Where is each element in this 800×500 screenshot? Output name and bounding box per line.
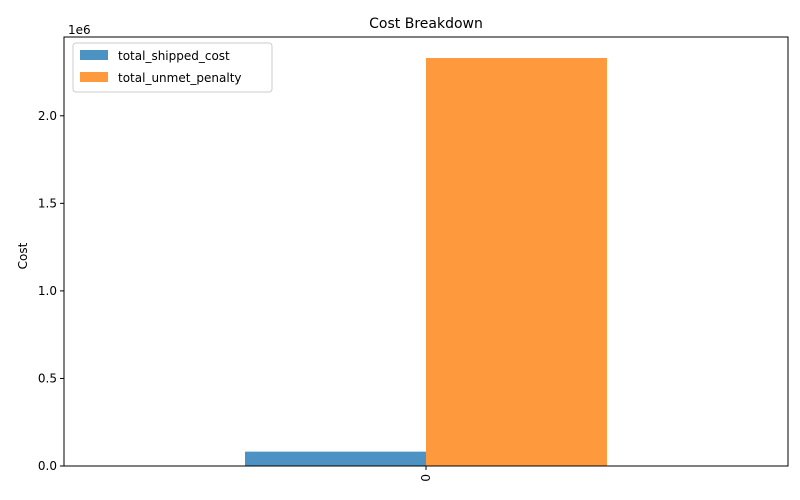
bar-total-shipped-cost [245, 451, 426, 466]
legend: total_shipped_cost total_unmet_penalty [72, 42, 273, 93]
legend-label: total_shipped_cost [118, 49, 230, 63]
bars [245, 58, 607, 467]
axes-border [63, 36, 789, 467]
x-tick-label: 0 [419, 474, 433, 482]
legend-swatch-total-shipped-cost [80, 50, 108, 60]
bar-total-unmet-penalty [426, 58, 607, 467]
y-tick-label: 2.0 [38, 109, 57, 123]
y-tick-label: 0.0 [38, 459, 57, 473]
x-axis: 0 [419, 466, 433, 482]
chart-title: Cost Breakdown [369, 16, 483, 32]
y-axis: 0.0 0.5 1.0 1.5 2.0 [38, 109, 64, 473]
y-axis-offset-label: 1e6 [68, 23, 91, 37]
axes-frame [63, 36, 789, 467]
legend-swatch-total-unmet-penalty [80, 72, 108, 82]
legend-box [72, 42, 273, 93]
y-tick-label: 0.5 [38, 371, 57, 385]
y-axis-label: Cost [16, 242, 30, 269]
y-tick-label: 1.5 [38, 196, 57, 210]
y-tick-label: 1.0 [38, 284, 57, 298]
legend-label: total_unmet_penalty [118, 71, 242, 85]
